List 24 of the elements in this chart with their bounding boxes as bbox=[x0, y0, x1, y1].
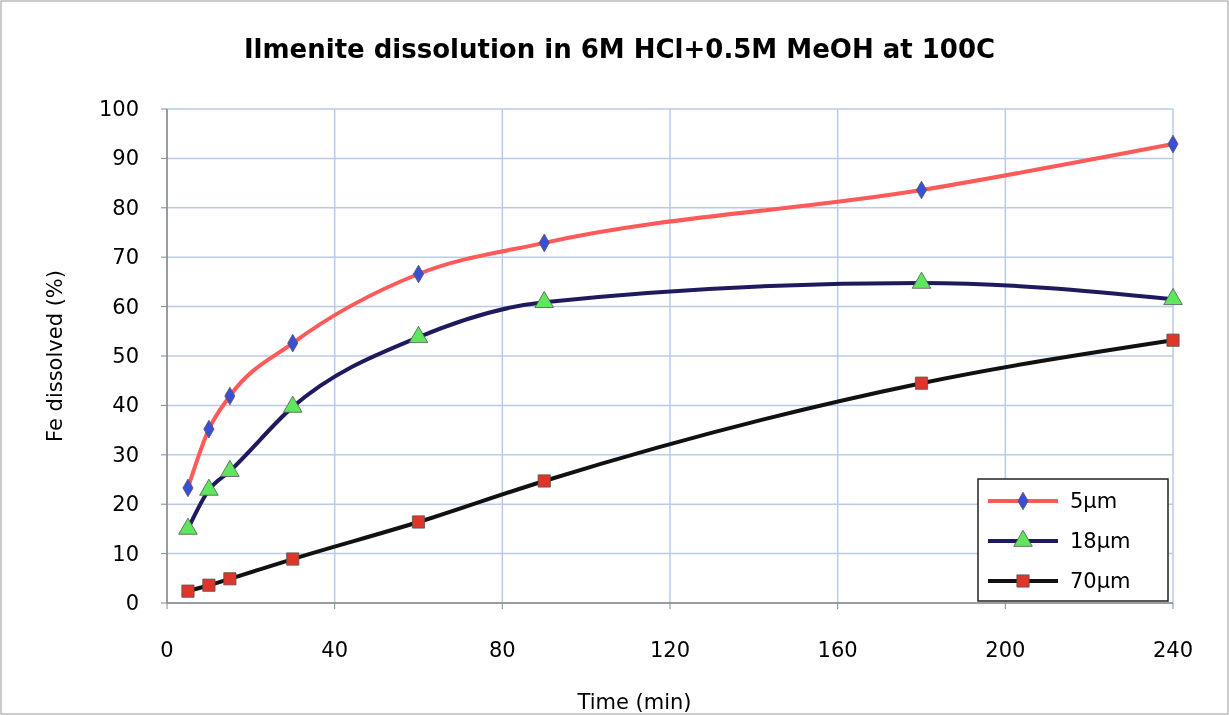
y-tick-label: 40 bbox=[112, 393, 139, 418]
y-tick-label: 70 bbox=[112, 245, 139, 270]
chart-title: Ilmenite dissolution in 6M HCl+0.5M MeOH at 100C bbox=[243, 34, 996, 64]
y-tick-label: 90 bbox=[112, 146, 139, 171]
x-tick-label: 240 bbox=[1152, 638, 1194, 662]
x-tick-label: 40 bbox=[321, 638, 349, 662]
y-axis-title: Fe dissolved (%) bbox=[43, 270, 67, 442]
y-tick-label: 10 bbox=[112, 541, 139, 566]
x-tick-label: 80 bbox=[488, 638, 516, 662]
legend-label: 70µm bbox=[1070, 569, 1131, 593]
y-tick-label: 60 bbox=[112, 294, 139, 319]
y-tick-label: 20 bbox=[112, 492, 139, 517]
x-tick-label: 200 bbox=[985, 638, 1026, 662]
x-tick-label: 0 bbox=[160, 638, 174, 662]
y-tick-label: 100 bbox=[98, 97, 139, 121]
x-tick-label: 120 bbox=[649, 638, 691, 662]
y-tick-label: 0 bbox=[125, 591, 139, 615]
y-tick-label: 80 bbox=[112, 195, 139, 220]
x-tick-label: 160 bbox=[817, 638, 858, 662]
y-tick-label: 30 bbox=[112, 442, 139, 467]
x-axis-title: Time (min) bbox=[576, 690, 692, 714]
legend-label: 5µm bbox=[1070, 489, 1118, 513]
y-tick-label: 50 bbox=[112, 344, 139, 368]
legend-label: 18µm bbox=[1070, 529, 1131, 553]
